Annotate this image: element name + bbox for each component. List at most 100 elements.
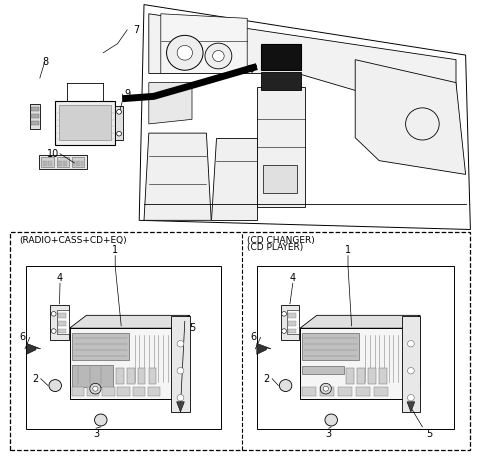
Polygon shape [300, 315, 420, 328]
Polygon shape [177, 402, 184, 412]
Bar [347, 368, 354, 384]
Text: 10: 10 [47, 149, 59, 159]
Bar [127, 368, 134, 384]
Bar [138, 368, 145, 384]
Polygon shape [149, 14, 456, 101]
Bar [288, 329, 296, 333]
Circle shape [213, 50, 224, 62]
Circle shape [95, 414, 107, 426]
Text: 1: 1 [345, 245, 351, 255]
Polygon shape [211, 138, 257, 220]
Bar [356, 387, 370, 397]
Text: 6: 6 [251, 332, 256, 342]
Text: 2: 2 [32, 374, 38, 384]
Bar [281, 305, 299, 340]
Circle shape [51, 329, 56, 333]
Circle shape [325, 414, 337, 426]
Bar [58, 321, 66, 326]
Circle shape [177, 395, 184, 401]
Bar [72, 157, 84, 167]
Text: (CD PLAYER): (CD PLAYER) [247, 243, 303, 252]
Text: 6: 6 [20, 332, 25, 342]
Bar [63, 161, 65, 166]
Bar [102, 387, 115, 397]
Circle shape [205, 43, 232, 69]
Bar [59, 105, 111, 140]
Bar [58, 329, 66, 333]
Bar [338, 387, 352, 397]
Bar [288, 321, 296, 326]
Polygon shape [149, 83, 192, 124]
Polygon shape [26, 343, 41, 354]
Bar [357, 368, 365, 384]
Circle shape [93, 386, 98, 391]
Bar [50, 161, 52, 166]
Polygon shape [403, 315, 420, 399]
Text: 7: 7 [133, 25, 140, 35]
Bar [31, 107, 39, 111]
Text: 8: 8 [43, 57, 48, 67]
Bar [379, 368, 387, 384]
Circle shape [117, 131, 121, 136]
Bar [70, 328, 173, 399]
Text: (RADIO+CASS+CD+EQ): (RADIO+CASS+CD+EQ) [19, 235, 127, 245]
Circle shape [51, 312, 56, 316]
Text: 4: 4 [290, 273, 296, 283]
Bar [287, 310, 299, 335]
Bar [115, 106, 123, 140]
Circle shape [320, 383, 331, 394]
Bar [72, 387, 84, 397]
Bar [58, 161, 60, 166]
Polygon shape [257, 343, 271, 354]
Bar [87, 387, 99, 397]
Bar [58, 313, 66, 319]
Polygon shape [173, 315, 190, 399]
Polygon shape [70, 315, 190, 328]
Polygon shape [144, 133, 211, 220]
Bar [302, 366, 344, 375]
Bar [148, 368, 156, 384]
Bar [261, 44, 301, 70]
Bar [31, 114, 39, 118]
Bar [402, 316, 420, 412]
Circle shape [117, 110, 121, 114]
Bar [171, 316, 190, 412]
Bar [50, 305, 69, 340]
Bar [41, 157, 54, 167]
Circle shape [408, 341, 414, 347]
Circle shape [406, 108, 439, 140]
Bar [302, 387, 316, 397]
Text: (CD CHANGER): (CD CHANGER) [247, 235, 315, 245]
Circle shape [177, 368, 184, 374]
Text: 1: 1 [112, 245, 118, 255]
Bar [43, 161, 45, 166]
Bar [30, 104, 40, 129]
Bar [76, 161, 78, 166]
Bar [57, 157, 69, 167]
Circle shape [408, 395, 414, 401]
Bar [73, 161, 75, 166]
Bar [31, 121, 39, 125]
Bar [81, 161, 83, 166]
Polygon shape [139, 5, 470, 230]
Circle shape [177, 341, 184, 347]
Bar [39, 155, 87, 169]
Bar [57, 310, 69, 335]
Polygon shape [407, 402, 415, 412]
Bar [257, 87, 305, 207]
Bar [263, 165, 297, 193]
Text: 3: 3 [93, 429, 99, 439]
Bar [302, 333, 359, 360]
Bar [118, 387, 130, 397]
Text: 2: 2 [263, 374, 270, 384]
Bar [368, 368, 376, 384]
Bar [288, 313, 296, 319]
Bar [10, 232, 470, 450]
Bar [320, 387, 335, 397]
Bar [261, 72, 301, 90]
Circle shape [282, 329, 287, 333]
Bar [257, 266, 454, 429]
Bar [300, 328, 403, 399]
Bar [72, 333, 129, 360]
Polygon shape [161, 14, 247, 73]
